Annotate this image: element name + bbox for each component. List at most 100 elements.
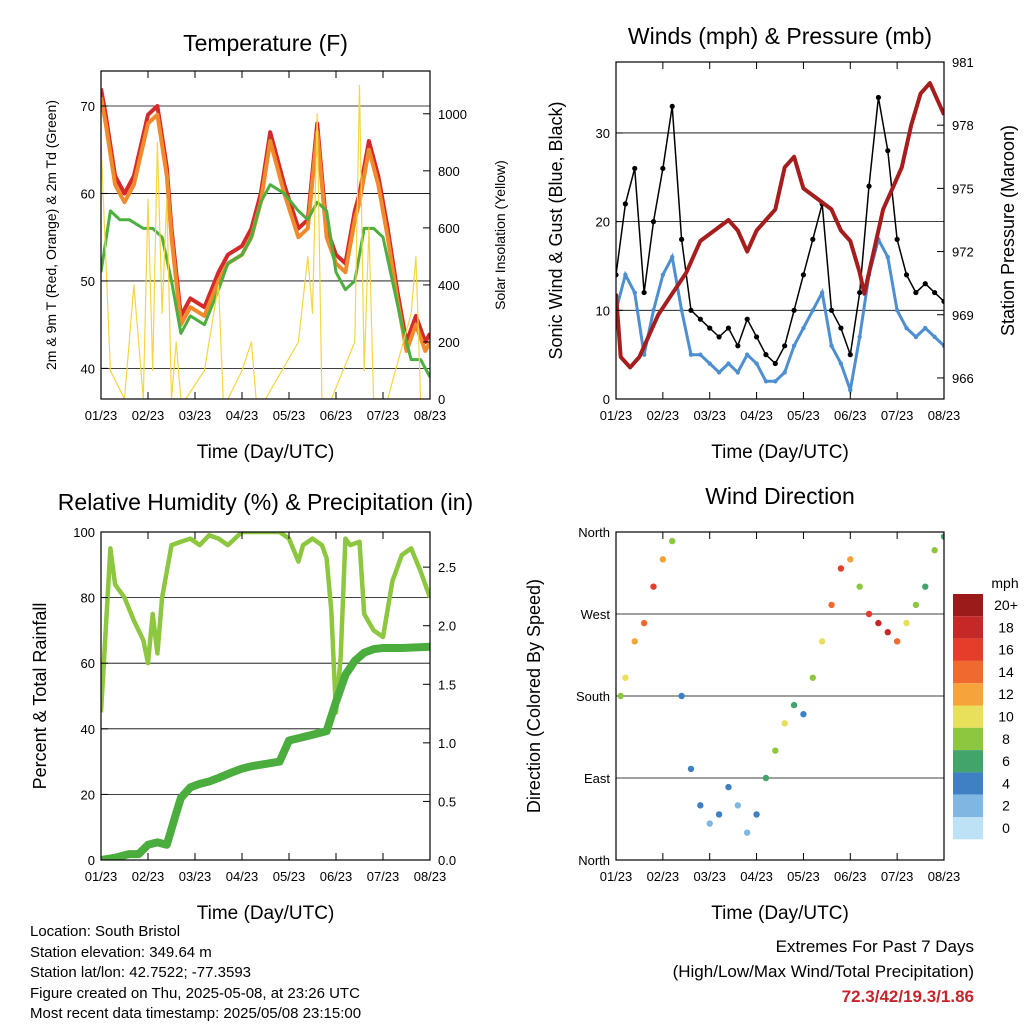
y-right-tick-label: 0.5 [438, 794, 456, 809]
direction-point [940, 533, 944, 540]
direction-point [800, 711, 807, 718]
colorbar-label: 10 [998, 709, 1014, 725]
direction-point [659, 556, 667, 563]
y-right-tick-label: 1.0 [438, 736, 456, 751]
direction-point [734, 802, 742, 809]
plot-area [101, 84, 430, 399]
latlon-text: Station lat/lon: 42.7522; -77.3593 [30, 964, 252, 982]
y-right-tick-label: 2.0 [438, 619, 456, 634]
x-axis-label: Time (Day/UTC) [197, 442, 335, 463]
x-tick-label: 01/23 [600, 408, 633, 423]
x-tick-label: 05/23 [273, 408, 306, 423]
x-axis-label: Time (Day/UTC) [197, 903, 335, 924]
x-tick-label: 05/23 [787, 869, 820, 884]
direction-point [669, 537, 676, 545]
x-tick-label: 01/23 [85, 408, 118, 423]
y-tick-label: 40 [81, 722, 95, 737]
x-axis-label: Time (Day/UTC) [711, 442, 849, 463]
x-tick-label: 06/23 [834, 408, 867, 423]
created-text: Figure created on Thu, 2025-05-08, at 23… [30, 984, 360, 1002]
colorbar-label: 0 [1002, 820, 1010, 836]
y-tick-label: 0 [88, 853, 95, 868]
series-line [101, 532, 430, 715]
series-line [101, 642, 430, 860]
colorbar-title: mph [991, 575, 1018, 591]
x-tick-label: 08/23 [414, 869, 447, 884]
direction-point [697, 802, 704, 809]
colorbar-label: 20+ [994, 597, 1018, 613]
direction-point [753, 811, 760, 818]
y-tick-label: 0 [603, 392, 610, 407]
extremes-box: Extremes For Past 7 Days (High/Low/Max W… [673, 934, 974, 1009]
series-line [616, 81, 944, 370]
direction-point [631, 638, 638, 645]
y-right-tick-label: 975 [952, 181, 974, 196]
y-axis-label: Direction (Colored By Speed) [524, 579, 544, 813]
colorbar-swatch [953, 638, 983, 661]
y-tick-label: 60 [81, 186, 95, 201]
y-right-tick-label: 400 [438, 278, 460, 293]
colorbar-label: 12 [998, 686, 1014, 702]
direction-point [818, 638, 826, 645]
y-right-tick-label: 1000 [438, 107, 467, 122]
direction-point [650, 583, 657, 590]
chart-wind_direction: Wind Direction Time (Day/UTC) 01/23 02/23 03… [524, 483, 1019, 924]
colorbar-swatch [953, 594, 983, 617]
y-right-tick-label: 800 [438, 164, 460, 179]
direction-point [781, 720, 788, 727]
y-axis-label: Sonic Wind & Gust (Blue, Black) [546, 101, 566, 359]
plot-frame [100, 531, 431, 861]
colorbar-label: 4 [1002, 775, 1010, 791]
colorbar-swatch [953, 794, 983, 817]
direction-point [678, 692, 685, 700]
colorbar-swatch [953, 705, 983, 728]
x-tick-label: 05/23 [787, 408, 820, 423]
extremes-values: 72.3/42/19.3/1.86 [841, 987, 974, 1006]
y-right-tick-label: 981 [952, 55, 974, 70]
plot-frame [615, 61, 945, 400]
recent-text: Most recent data timestamp: 2025/05/08 2… [30, 1005, 362, 1023]
colorbar-swatch [953, 660, 983, 684]
direction-point [640, 619, 648, 627]
colorbar-swatch [953, 616, 983, 639]
direction-point [922, 583, 929, 590]
direction-point [893, 638, 901, 645]
direction-point [931, 547, 938, 554]
x-tick-label: 02/23 [132, 408, 165, 423]
x-axis-label: Time (Day/UTC) [711, 903, 849, 924]
y-tick-label: South [576, 689, 610, 704]
y-right-tick-label: 0 [438, 392, 445, 407]
direction-point [790, 701, 798, 709]
direction-point [847, 556, 854, 563]
y-tick-label: 50 [81, 274, 95, 289]
chart-title: Temperature (F) [183, 30, 348, 56]
x-tick-label: 06/23 [834, 869, 867, 884]
direction-point [809, 674, 816, 681]
colorbar-label: 6 [1002, 753, 1010, 769]
y-tick-label: 20 [81, 787, 95, 802]
direction-point [828, 601, 835, 609]
x-tick-label: 04/23 [740, 869, 773, 884]
chart-title: Relative Humidity (%) & Precipitation (i… [58, 489, 473, 515]
x-tick-label: 04/23 [226, 869, 259, 884]
direction-point [875, 619, 882, 627]
series-line [616, 97, 944, 365]
location-text: Location: South Bristol [30, 923, 181, 940]
x-tick-label: 03/23 [693, 869, 726, 884]
x-tick-label: 02/23 [132, 869, 165, 884]
direction-point [617, 692, 624, 700]
y-axis-label: 2m & 9m T (Red, Orange) & 2m Td (Green) [43, 100, 59, 370]
extremes-heading: Extremes For Past 7 Days [775, 937, 974, 956]
y-right-axis-label: Solar Insolation (Yellow) [492, 160, 508, 310]
x-tick-label: 01/23 [85, 869, 118, 884]
direction-point [762, 774, 770, 782]
y-tick-label: 10 [596, 303, 610, 318]
y-tick-label: 70 [81, 99, 95, 114]
series-line [101, 84, 422, 399]
y-right-tick-label: 200 [438, 335, 460, 350]
x-tick-label: 08/23 [928, 869, 961, 884]
plot-area [616, 81, 944, 396]
x-tick-label: 07/23 [367, 869, 400, 884]
y-axis-label: Percent & Total Rainfall [30, 603, 50, 790]
